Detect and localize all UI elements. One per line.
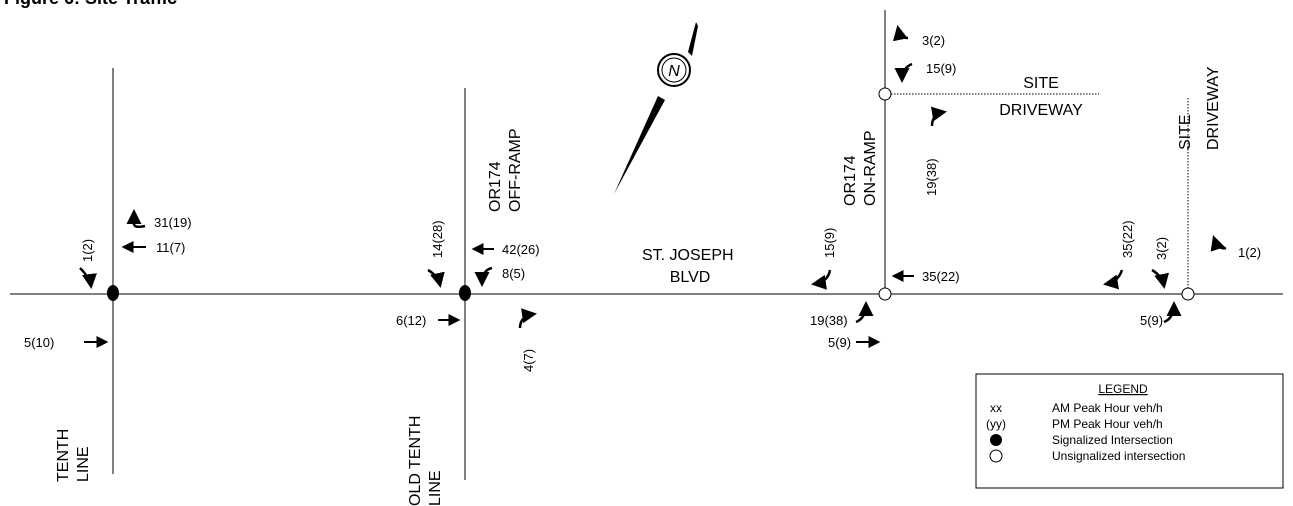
legend-title: LEGEND [1098,382,1148,396]
legend: LEGEND xx AM Peak Hour veh/h (yy) PM Pea… [975,373,1284,489]
figure-title: Figure 6: Site Traffic [4,0,177,8]
legend-text-am: AM Peak Hour veh/h [1052,401,1163,415]
legend-text-pm: PM Peak Hour veh/h [1052,417,1163,431]
road-label-or174-on-ramp: OR174 ON-RAMP [842,130,879,206]
volume-label: 8(5) [502,266,525,281]
north-arrow-compass: N [614,22,698,194]
road-label-old-tenth-line: OLD TENTH LINE [407,416,444,506]
volume-label: 4(7) [521,349,536,372]
volume-label: 15(9) [926,61,956,76]
movement-arrow-icon [1210,235,1227,252]
legend-text-unsignalized: Unsignalized intersection [1052,449,1185,463]
svg-text:TENTH: TENTH [55,429,72,482]
unsignalized-intersection [878,287,892,301]
svg-text:DRIVEWAY: DRIVEWAY [999,102,1083,119]
movement-arrow-icon [893,25,909,42]
movement-arrow-icon [1163,301,1182,324]
movement-arrow-icon [1103,269,1124,290]
volume-label: 5(10) [24,335,54,350]
volume-label: 11(7) [156,240,185,255]
volume-label: 14(28) [430,220,445,258]
movement-arrow-icon [894,62,913,83]
movement-arrow-icon [811,269,832,290]
signalized-intersection [107,285,119,301]
legend-text-signalized: Signalized Intersection [1052,433,1173,447]
volume-label: 19(38) [810,313,848,328]
road-label-site-driveway-north: SITE DRIVEWAY [999,75,1083,119]
movement-arrow-icon [474,266,493,287]
legend-filled-circle-icon [990,434,1002,446]
road-label-tenth-line: TENTH LINE [55,429,92,482]
movement-arrow-icon [930,106,947,127]
svg-text:SITE: SITE [1177,114,1194,150]
volume-label: 19(38) [924,158,939,196]
legend-symbol-am: xx [990,401,1002,415]
volume-label: 35(22) [1120,220,1135,258]
unsignalized-intersection [878,87,892,101]
svg-text:OLD TENTH: OLD TENTH [407,416,424,506]
movement-arrow-icon [518,308,537,329]
movement-arrow-icon [427,268,445,288]
svg-text:OR174: OR174 [842,155,859,206]
road-label-site-driveway-east: SITE DRIVEWAY [1177,66,1222,150]
legend-open-circle-icon [989,449,1003,463]
signalized-intersection [459,285,471,301]
svg-text:DRIVEWAY: DRIVEWAY [1205,66,1222,150]
movement-arrow-icon [1151,268,1169,289]
volume-label: 35(22) [922,269,960,284]
volume-label: 31(19) [154,215,192,230]
svg-text:ON-RAMP: ON-RAMP [862,130,879,206]
volume-label: 42(26) [502,242,540,257]
svg-text:OR174: OR174 [487,161,504,212]
compass-letter: N [668,63,680,80]
svg-text:LINE: LINE [427,470,444,506]
movement-arrow-icon [855,301,874,324]
volume-label: 1(2) [1238,245,1261,260]
svg-text:OFF-RAMP: OFF-RAMP [507,128,524,212]
svg-text:LINE: LINE [75,446,92,482]
unsignalized-intersection [1181,287,1195,301]
volume-label: 3(2) [1154,237,1169,260]
svg-text:SITE: SITE [1023,75,1059,92]
volume-label: 15(9) [822,228,837,258]
movement-arrow-icon [79,267,97,289]
road-label-or174-off-ramp: OR174 OFF-RAMP [487,128,524,212]
legend-box [975,373,1284,489]
volume-label: 5(9) [1140,313,1163,328]
road-label-st-joseph: ST. JOSEPH BLVD [642,247,738,286]
volume-label: 5(9) [828,335,851,350]
volume-label: 1(2) [80,239,95,262]
volume-label: 3(2) [922,33,945,48]
movement-arrow-icon [126,209,146,229]
volume-label: 6(12) [396,313,426,328]
legend-symbol-pm: (yy) [986,417,1006,431]
